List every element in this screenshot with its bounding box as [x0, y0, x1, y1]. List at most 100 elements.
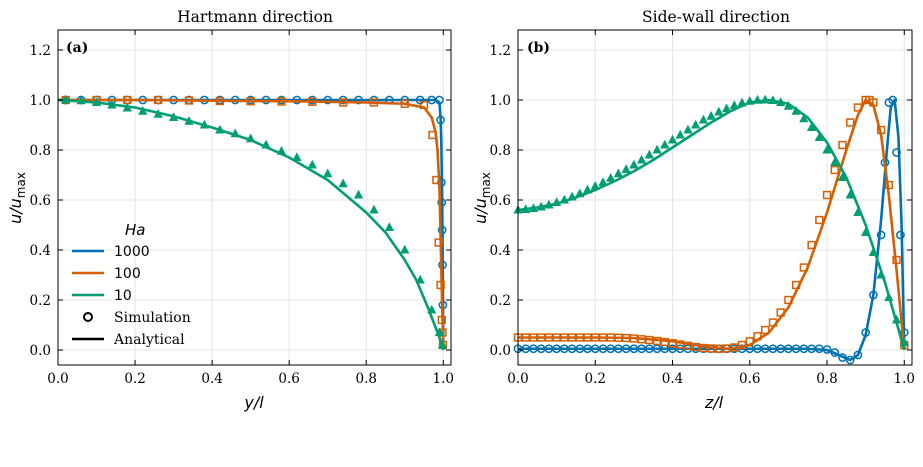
legend-entry-10: 10: [114, 288, 132, 304]
sim-point-ha-10: [582, 184, 593, 194]
sim-point-ha-100: [761, 325, 770, 335]
sim-point-ha-100: [560, 333, 569, 342]
sim-point-ha-1000: [861, 328, 870, 337]
x-tick-label: 0.0: [47, 371, 68, 387]
sim-point-ha-1000: [437, 225, 447, 235]
sim-point-ha-10: [721, 103, 732, 113]
sim-point-ha-10: [598, 177, 608, 186]
x-tick-label: 0.0: [507, 371, 528, 387]
sim-point-ha-10: [814, 132, 824, 141]
sim-point-ha-100: [308, 97, 317, 106]
legend-entry-100: 100: [114, 266, 141, 282]
sim-point-ha-1000: [822, 345, 832, 354]
sim-point-ha-10: [752, 94, 763, 104]
sim-point-ha-100: [776, 308, 785, 317]
sim-point-ha-10: [876, 269, 886, 279]
sim-point-ha-10: [122, 102, 132, 112]
sim-point-ha-100: [428, 130, 437, 140]
sim-point-ha-10: [434, 327, 445, 336]
sim-point-ha-1000: [437, 198, 447, 207]
sim-point-ha-100: [683, 341, 693, 350]
panel-a-label: (a): [66, 40, 88, 56]
legend-simulation-marker: [83, 312, 93, 322]
sim-point-ha-100: [830, 165, 839, 175]
sim-point-ha-10: [683, 124, 693, 134]
sim-point-ha-100: [583, 333, 592, 342]
sim-point-ha-100: [575, 333, 584, 342]
sim-point-ha-1000: [892, 148, 901, 157]
sim-point-ha-10: [323, 168, 333, 178]
sim-point-ha-100: [436, 280, 445, 290]
sim-point-ha-100: [892, 255, 901, 265]
x-tick-label: 0.6: [739, 371, 760, 387]
sim-point-ha-10: [791, 105, 801, 115]
analytical-line-ha-1000: [518, 98, 906, 362]
sim-point-ha-10: [567, 191, 577, 201]
sim-point-ha-100: [791, 280, 801, 290]
panel-a-series: [57, 94, 448, 351]
sim-point-ha-100: [822, 190, 832, 200]
sim-point-ha-10: [675, 129, 685, 139]
sim-point-ha-10: [884, 292, 894, 301]
sim-point-ha-100: [529, 333, 538, 342]
sim-point-ha-10: [427, 304, 437, 314]
sim-point-ha-100: [591, 333, 600, 342]
sim-point-ha-10: [891, 314, 902, 324]
sim-point-ha-100: [730, 343, 739, 352]
sim-point-ha-1000: [853, 350, 863, 360]
sim-point-ha-10: [528, 203, 539, 212]
sim-point-ha-10: [799, 113, 809, 123]
sim-point-ha-10: [845, 189, 855, 199]
y-tick-label: 0.6: [490, 193, 511, 209]
sim-point-ha-10: [292, 152, 302, 161]
y-tick-label: 0.0: [30, 343, 51, 359]
panel-a-frame: [57, 29, 452, 366]
sim-point-ha-10: [667, 134, 678, 144]
sim-point-ha-10: [613, 168, 624, 178]
sim-point-ha-100: [338, 98, 348, 107]
sim-point-ha-10: [636, 154, 647, 164]
sim-point-ha-100: [884, 180, 893, 190]
x-tick-label: 0.8: [816, 371, 837, 387]
sim-point-ha-100: [846, 118, 855, 127]
sim-point-ha-10: [837, 172, 848, 181]
sim-point-ha-10: [830, 157, 840, 166]
sim-point-ha-10: [261, 139, 271, 149]
y-tick-label: 0.4: [490, 243, 511, 259]
sim-point-ha-10: [353, 189, 364, 199]
sim-point-ha-100: [637, 335, 646, 344]
y-tick-label: 0.8: [490, 143, 511, 159]
sim-point-ha-10: [861, 227, 871, 236]
sim-point-ha-100: [784, 295, 793, 305]
sim-point-ha-100: [838, 140, 847, 150]
sim-point-ha-100: [434, 238, 443, 247]
panel-a: Hartmann direction 0.0 0.2 0.4 0.6 0.8 1.00.0…: [6, 8, 454, 412]
sim-point-ha-100: [184, 96, 194, 105]
sim-point-ha-100: [369, 98, 379, 107]
legend: Ha 1000 100 10 Simulation Analytical: [72, 221, 191, 348]
sim-point-ha-10: [745, 95, 755, 105]
sim-point-ha-100: [629, 334, 639, 343]
x-tick-label: 1.0: [433, 371, 454, 387]
sim-point-ha-10: [606, 172, 616, 182]
sim-point-ha-10: [729, 100, 739, 109]
sim-point-ha-10: [590, 180, 600, 190]
analytical-line-ha-10: [57, 98, 445, 351]
sim-point-ha-100: [737, 340, 747, 350]
panel-a-ticks: 0.0 0.2 0.4 0.6 0.8 1.0 0.0 0.2 0.4 0.6 0.8 1.0 1.2: [30, 30, 454, 387]
sim-point-ha-1000: [869, 290, 878, 300]
sim-point-ha-10: [559, 194, 569, 204]
sim-point-ha-10: [521, 204, 531, 213]
panel-b-label: (b): [527, 40, 550, 56]
y-tick-label: 0.8: [30, 143, 51, 159]
sim-point-ha-100: [606, 333, 615, 342]
sim-point-ha-100: [622, 333, 631, 343]
panel-b-frame: [517, 29, 913, 366]
sim-point-ha-10: [544, 199, 554, 209]
sim-point-ha-1000: [845, 355, 855, 365]
sim-point-ha-100: [432, 175, 441, 185]
sim-point-ha-100: [614, 333, 623, 342]
sim-point-ha-100: [799, 263, 808, 272]
sim-point-ha-10: [536, 201, 546, 211]
sim-point-ha-10: [199, 119, 210, 129]
